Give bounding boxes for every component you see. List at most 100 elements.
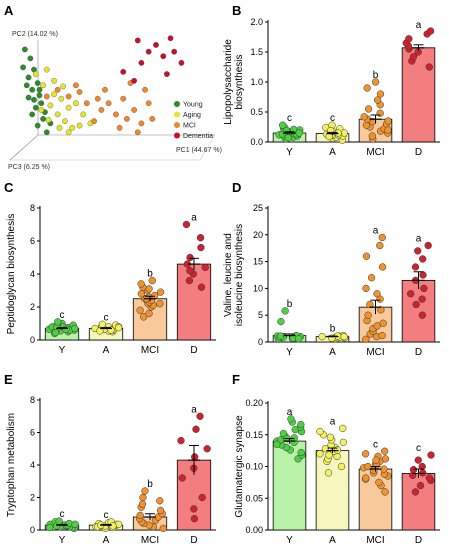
panel-d-significance-y: b	[287, 299, 293, 310]
panel-d-point-mci-9	[377, 306, 385, 314]
panel-d-label: D	[232, 180, 241, 195]
pca-point-young-9	[38, 100, 45, 107]
panel-e-point-mci-15	[141, 487, 149, 495]
panel-d-point-mci-8	[364, 311, 372, 319]
pca-point-aging-18	[38, 107, 45, 113]
panel-b-significance-y: c	[287, 113, 292, 124]
panel-d-point-y-14	[276, 332, 285, 340]
panel-e-significance-d: a	[191, 404, 197, 415]
panel-f-point-d-1	[416, 481, 425, 490]
panel-c-ytick-label-3: 6	[30, 236, 35, 246]
pca-point-dementia-9	[131, 77, 137, 84]
panel-e-point-mci-12	[138, 500, 147, 508]
panel-e-point-d-5	[191, 453, 199, 461]
pca-point-young-19	[36, 86, 43, 93]
panel-e-ytick-label-0: 0	[30, 525, 35, 535]
pca-point-dementia-8	[120, 68, 127, 75]
pca-point-young-8	[25, 94, 32, 101]
pca-pc2-label: PC2 (14.02 %)	[12, 31, 58, 38]
pca-point-young-15	[34, 122, 41, 129]
pca-point-aging-8	[62, 118, 68, 124]
panel-d-point-d-10	[424, 241, 432, 250]
pca-pc1-label: PC1 (44.67 %)	[176, 147, 222, 154]
panel-c-significance-d: a	[191, 213, 197, 224]
panel-f-point-mci-14	[361, 450, 370, 458]
panel-d-point-mci-19	[378, 331, 386, 340]
legend-label-dementia: Dementia	[183, 133, 213, 140]
panel-d-point-mci-15	[378, 263, 387, 271]
panel-b-point-mci-16	[363, 84, 371, 92]
panel-d-ytick-label-0: 0	[258, 337, 263, 347]
panel-b: B 0.0 0.5 1.0 1.5 2.0 Lipopolysaccharidebiosy…	[223, 3, 440, 158]
pca-point-aging-12	[51, 77, 57, 84]
panel-e-ytick-label-3: 6	[30, 428, 35, 438]
panel-d-point-mci-13	[362, 284, 370, 293]
panel-c-category-mci: MCI	[141, 345, 159, 356]
panel-b-ytick-label-0: 0.0	[250, 137, 263, 147]
pca-point-aging-13	[76, 122, 83, 129]
panel-b-significance-a: c	[330, 113, 335, 124]
panel-e-point-mci-0	[159, 524, 167, 533]
pca-point-young-7	[36, 92, 43, 99]
panel-d-point-d-8	[419, 255, 427, 263]
pca-point-dementia-5	[171, 48, 178, 55]
panel-b-ytick-label-4: 2.0	[250, 17, 263, 27]
panel-b-point-y-17	[278, 121, 287, 129]
pca-point-dementia-0	[134, 37, 141, 44]
pca-point-young-18	[31, 96, 37, 103]
pca-point-young-5	[34, 80, 41, 86]
legend-marker-aging	[174, 111, 180, 118]
panel-c-point-d-9	[182, 220, 191, 229]
panel-b-point-a-17	[325, 132, 333, 141]
panel-d-point-d-9	[414, 247, 422, 255]
panel-e-label: E	[4, 372, 13, 387]
pca-point-dementia-10	[164, 71, 170, 77]
panel-d-ytick-label-5: 25	[253, 203, 263, 213]
panel-e-significance-mci: b	[147, 479, 153, 490]
panel-d-ytick-label-1: 5	[258, 310, 263, 320]
panel-b-point-y-19	[295, 129, 303, 137]
panel-f-point-a-1	[337, 462, 346, 471]
panel-d-point-a-4	[318, 332, 326, 341]
panel-e-point-d-9	[196, 412, 204, 420]
panel-c-point-mci-10	[151, 291, 159, 300]
panel-c-point-mci-18	[156, 300, 164, 308]
pca-point-mci-15	[116, 124, 123, 131]
panel-c-category-y: Y	[59, 345, 66, 356]
pca-point-young-13	[40, 116, 46, 122]
pca-point-young-16	[43, 129, 50, 136]
panel-d-bar-d	[401, 279, 436, 343]
panel-c-ylabel: Peptidoglycan biosynthesis	[6, 214, 17, 335]
pca-point-dementia-7	[138, 60, 145, 66]
panel-f-point-a-16	[325, 451, 333, 459]
panel-e-category-y: Y	[59, 535, 66, 546]
panel-d-point-y-8	[281, 307, 289, 315]
pca-point-mci-2	[65, 93, 72, 100]
panel-e-point-a-12	[109, 522, 117, 530]
panel-f-point-a-12	[326, 433, 335, 441]
panel-f-point-d-9	[427, 451, 435, 459]
panel-f-category-d: D	[415, 535, 422, 546]
pca-point-aging-2	[40, 82, 46, 89]
panel-c-ytick-label-2: 4	[30, 269, 35, 279]
panel-e-point-d-0	[190, 514, 199, 523]
panel-e-ylabel: Tryptophan metabolism	[6, 413, 17, 517]
pca-point-mci-10	[123, 116, 130, 122]
panel-e-point-mci-10	[156, 506, 165, 515]
pca-point-young-6	[29, 86, 36, 93]
panel-c-point-mci-1	[145, 309, 153, 318]
panel-c-category-d: D	[190, 345, 197, 356]
panel-e-category-a: A	[103, 535, 110, 546]
panel-e-ytick-label-2: 4	[30, 460, 35, 470]
panel-f-ytick-label-0: 0.00	[245, 525, 263, 535]
panel-c-point-mci-17	[148, 276, 156, 285]
panel-b-ytick-label-3: 1.5	[250, 47, 263, 57]
panel-c-point-a-13	[114, 323, 123, 332]
panel-f-point-d-8	[414, 456, 422, 464]
panel-b-point-d-7	[405, 35, 413, 43]
panel-e-point-mci-13	[156, 497, 164, 505]
panel-f-category-mci: MCI	[366, 535, 384, 546]
pca-point-mci-16	[91, 118, 97, 124]
panel-f-category-y: Y	[286, 535, 293, 546]
panel-d-significance-mci: a	[373, 225, 379, 236]
